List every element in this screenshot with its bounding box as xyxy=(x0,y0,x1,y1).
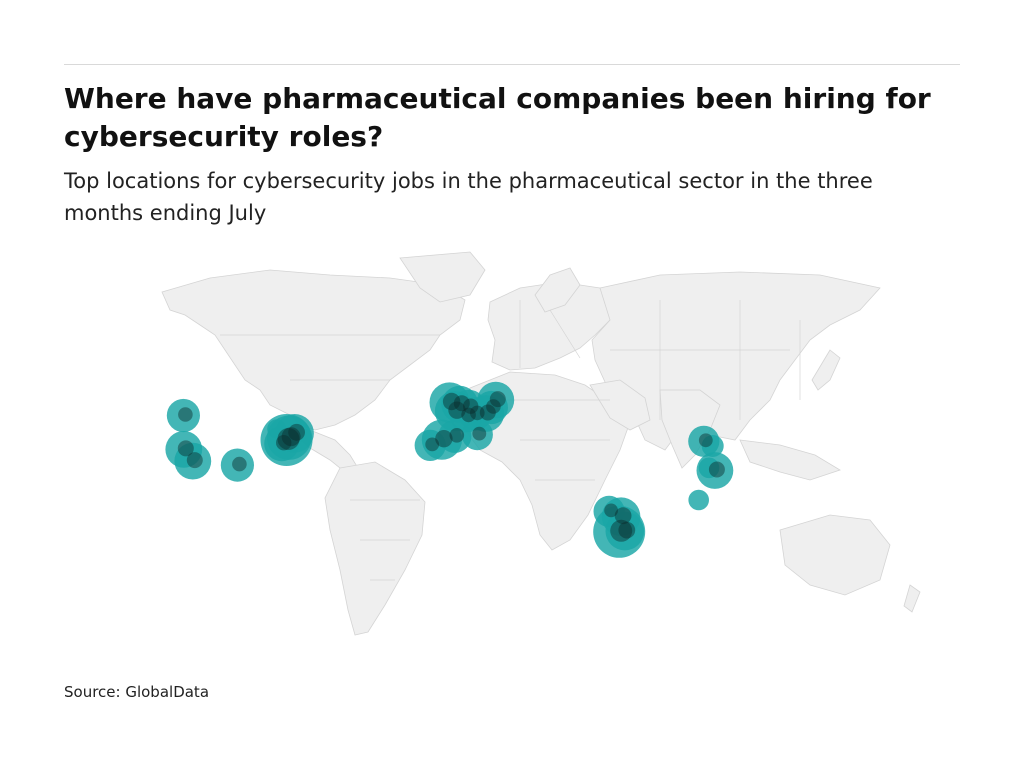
location-bubble-29 xyxy=(688,489,709,511)
land-north-america xyxy=(161,269,466,431)
bubble-core-19 xyxy=(461,407,476,423)
land-south-america xyxy=(324,461,426,636)
bubble-core-3 xyxy=(442,392,461,411)
bubble-core-23 xyxy=(472,426,487,441)
location-bubble-24 xyxy=(414,429,446,461)
bubble-core-0 xyxy=(277,428,300,450)
bubble-core-11 xyxy=(453,395,470,412)
land-southeast-asia xyxy=(739,439,841,481)
bubble-core-21 xyxy=(486,399,501,414)
bubble-core-1 xyxy=(610,519,633,542)
bubble-core-12 xyxy=(479,404,496,421)
location-bubble-21 xyxy=(474,390,508,425)
location-bubble-28 xyxy=(698,457,720,479)
top-rule xyxy=(64,64,960,65)
border-layer xyxy=(220,300,801,581)
chart-subtitle: Top locations for cybersecurity jobs in … xyxy=(64,169,873,225)
location-bubble-27 xyxy=(701,435,724,457)
bubble-core-9 xyxy=(177,440,194,457)
land-india xyxy=(659,389,721,469)
land-new-zealand xyxy=(903,584,921,613)
country-border-3 xyxy=(549,309,581,359)
land-greenland xyxy=(399,251,486,303)
bubble-core-7 xyxy=(614,507,632,525)
location-bubble-23 xyxy=(461,419,493,451)
bubble-core-13 xyxy=(489,391,506,408)
bubble-core-18 xyxy=(232,456,247,472)
bubble-core-4 xyxy=(448,401,466,419)
bubble-core-24 xyxy=(425,437,440,452)
bubble-core-22 xyxy=(449,428,465,443)
bubble-core-6 xyxy=(288,423,305,441)
bubble-layer xyxy=(165,381,734,558)
world-map xyxy=(161,251,921,636)
bubble-core-5 xyxy=(435,430,453,448)
land-arabia xyxy=(589,379,651,431)
bubble-core-16 xyxy=(463,398,479,414)
land-japan xyxy=(811,349,841,391)
source-note: Source: GlobalData xyxy=(64,683,210,701)
location-bubble-22 xyxy=(438,419,472,453)
bubble-core-8 xyxy=(618,521,636,539)
location-bubble-10 xyxy=(174,442,212,480)
bubble-core-17 xyxy=(178,407,193,422)
location-bubble-18 xyxy=(220,448,254,482)
bubble-core-25 xyxy=(604,503,618,518)
bubble-core-15 xyxy=(276,435,292,451)
location-bubble-30 xyxy=(267,419,287,439)
location-bubble-17 xyxy=(166,398,200,433)
bubble-core-2 xyxy=(281,427,301,447)
land-scandinavia xyxy=(534,267,581,313)
bubble-core-10 xyxy=(186,452,203,469)
location-bubble-25 xyxy=(593,495,625,527)
chart-title: Where have pharmaceutical companies been… xyxy=(64,82,931,153)
bubble-core-20 xyxy=(470,405,485,421)
land-australia xyxy=(779,514,891,596)
bubble-core-14 xyxy=(708,461,725,478)
bubble-core-26 xyxy=(698,433,713,448)
